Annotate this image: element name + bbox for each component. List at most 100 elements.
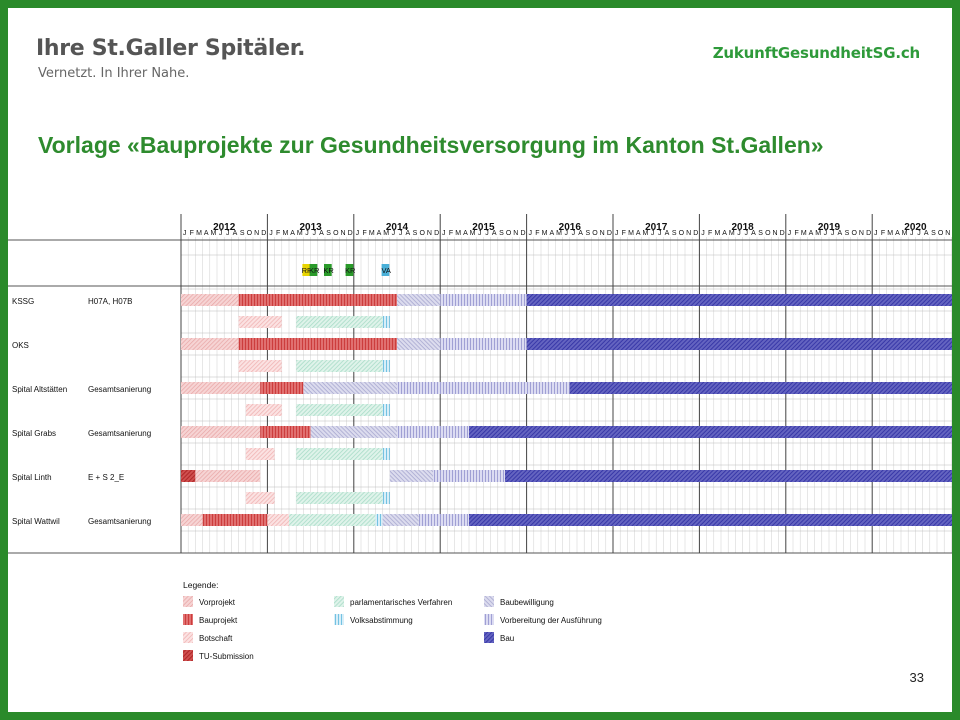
bar-volksabstimmung [382, 448, 390, 460]
month-label: S [585, 230, 590, 237]
legend-swatch-tu_submission [183, 650, 193, 661]
year-label-2012: 2012 [213, 222, 236, 233]
milestone-marker [324, 264, 332, 276]
legend-swatch-vorprojekt [183, 596, 193, 607]
month-label: J [392, 230, 396, 237]
month-label: N [772, 230, 777, 237]
legend-swatch-vorbereitung [484, 614, 494, 625]
month-label: A [809, 230, 814, 237]
month-label: A [751, 230, 756, 237]
month-label: M [383, 230, 389, 237]
month-label: J [615, 230, 619, 237]
bar-bauprojekt [202, 514, 268, 526]
bar-tu_submission [181, 470, 196, 482]
month-label: A [895, 230, 900, 237]
bar-vorprojekt [195, 470, 261, 482]
month-label: F [535, 230, 539, 237]
month-label: N [859, 230, 864, 237]
legend-label-bauprojekt: Bauprojekt [199, 616, 238, 625]
month-label: J [305, 230, 309, 237]
milestone-marker [381, 264, 390, 276]
year-label-2020: 2020 [904, 222, 927, 233]
bar-bauprojekt [238, 338, 397, 350]
bar-vorprojekt [181, 514, 203, 526]
month-label: O [765, 230, 771, 237]
month-label: O [419, 230, 425, 237]
bar-vorbereitung [440, 338, 527, 350]
bar-baubewilligung [397, 294, 441, 306]
month-label: A [837, 230, 842, 237]
project-desc: H07A, H07B [88, 297, 132, 306]
legend-label-botschaft: Botschaft [199, 634, 233, 643]
month-label: M [642, 230, 648, 237]
bar-bauprojekt [260, 382, 304, 394]
month-label: S [326, 230, 331, 237]
month-label: D [866, 230, 871, 237]
month-label: A [578, 230, 583, 237]
milestone-label: VA [381, 266, 390, 275]
project-desc: Gesamtsanierung [88, 429, 151, 438]
month-label: O [851, 230, 857, 237]
legend-swatch-parlament [334, 596, 344, 607]
bar-vorprojekt [181, 426, 261, 438]
bar-parlament [296, 316, 383, 328]
bar-baubewilligung [382, 514, 419, 526]
month-label: J [824, 230, 828, 237]
bar-botschaft [238, 316, 282, 328]
bar-bau [505, 470, 952, 482]
legend-label-baubewilligung: Baubewilligung [500, 598, 554, 607]
month-label: D [780, 230, 785, 237]
bar-volksabstimmung [382, 404, 390, 416]
website-label[interactable]: ZukunftGesundheitSG.ch [712, 44, 920, 62]
month-label: J [701, 230, 705, 237]
month-label: M [455, 230, 461, 237]
bar-bau [469, 514, 952, 526]
month-label: N [340, 230, 345, 237]
year-label-2018: 2018 [731, 222, 754, 233]
legend-label-vorbereitung: Vorbereitung der Ausführung [500, 616, 602, 625]
bar-volksabstimmung [375, 514, 383, 526]
month-label: M [815, 230, 821, 237]
month-label: J [917, 230, 921, 237]
month-label: F [276, 230, 280, 237]
bar-vorprojekt [181, 338, 239, 350]
legend-label-parlament: parlamentarisches Verfahren [350, 598, 452, 607]
bar-parlament [289, 514, 376, 526]
month-label: D [434, 230, 439, 237]
bar-vorbereitung [397, 426, 469, 438]
month-label: J [831, 230, 835, 237]
legend-swatch-botschaft [183, 632, 193, 643]
month-label: J [528, 230, 532, 237]
milestone-marker [345, 264, 354, 276]
month-label: D [348, 230, 353, 237]
bar-volksabstimmung [382, 360, 390, 372]
project-desc: E + S 2_E [88, 473, 124, 482]
year-label-2015: 2015 [472, 222, 495, 233]
bar-volksabstimmung [382, 492, 390, 504]
month-label: N [513, 230, 518, 237]
month-label: A [233, 230, 238, 237]
project-name: Spital Wattwil [12, 517, 60, 526]
legend-label-bau: Bau [500, 634, 514, 643]
month-label: M [196, 230, 202, 237]
bar-baubewilligung [310, 426, 397, 438]
month-label: M [556, 230, 562, 237]
month-label: J [744, 230, 748, 237]
project-name: Spital Altstätten [12, 385, 67, 394]
bar-bauprojekt [260, 426, 311, 438]
month-label: A [463, 230, 468, 237]
bar-vorprojekt [181, 294, 239, 306]
year-label-2016: 2016 [559, 222, 582, 233]
bar-bauprojekt [238, 294, 397, 306]
month-label: A [665, 230, 670, 237]
project-name: Spital Linth [12, 473, 52, 482]
month-label: D [693, 230, 698, 237]
month-label: O [247, 230, 253, 237]
month-label: A [636, 230, 641, 237]
slide-title: Vorlage «Bauprojekte zur Gesundheitsvers… [38, 132, 824, 158]
month-label: S [240, 230, 245, 237]
month-label: F [881, 230, 885, 237]
page-number: 33 [909, 670, 924, 685]
legend-swatch-volksabstimmung [334, 614, 344, 625]
month-label: M [714, 230, 720, 237]
